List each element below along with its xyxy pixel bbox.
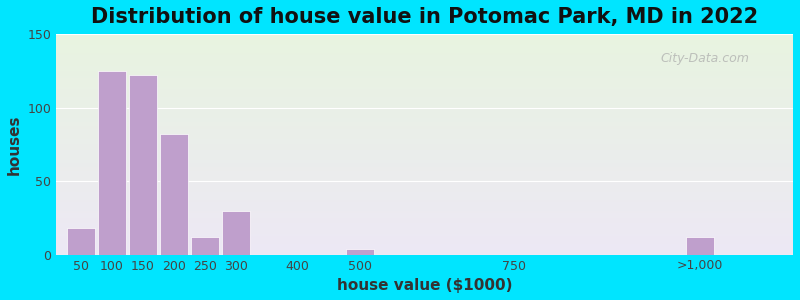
Bar	[98, 71, 126, 255]
Text: City-Data.com: City-Data.com	[661, 52, 750, 65]
Bar	[160, 134, 188, 255]
Y-axis label: houses: houses	[7, 114, 22, 175]
Bar	[67, 228, 95, 255]
Title: Distribution of house value in Potomac Park, MD in 2022: Distribution of house value in Potomac P…	[91, 7, 758, 27]
Bar	[686, 237, 714, 255]
Bar	[129, 75, 157, 255]
Bar	[191, 237, 218, 255]
X-axis label: house value ($1000): house value ($1000)	[337, 278, 512, 293]
Bar	[346, 249, 374, 255]
Bar	[222, 211, 250, 255]
